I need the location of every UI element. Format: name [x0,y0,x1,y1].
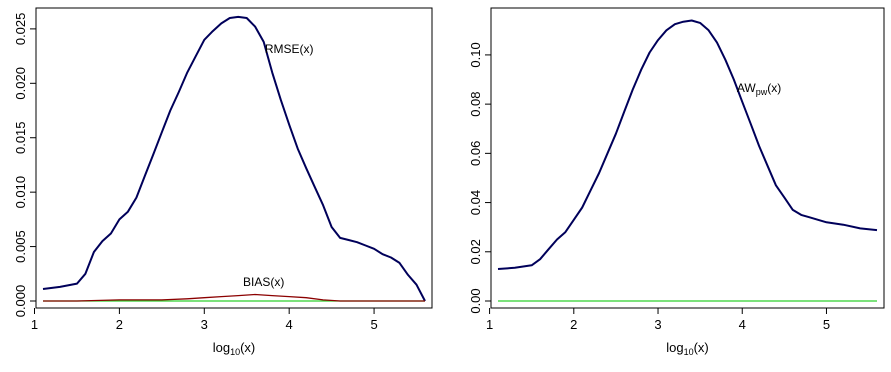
y-tick-label: 0.015 [13,121,28,154]
x-axis-title-base: log [213,340,230,355]
x-tick-label: 4 [739,317,746,332]
rmse-bias-panel: 1 2 3 4 5 0.000 0.005 0.010 0.015 0.020 0.025 log10… [13,7,433,357]
x-tick-label: 3 [654,317,661,332]
plot-frame [35,7,433,309]
x-tick-label: 1 [31,317,38,332]
y-tick-label: 0.005 [13,230,28,263]
x-tick-label: 2 [570,317,577,332]
x-axis-title-arg: (x) [694,340,709,355]
y-tick-label: 0.010 [13,176,28,209]
x-axis-title-subscript: 10 [684,347,694,357]
annotation-arg: (x) [767,81,781,95]
y-tick-label: 0.04 [468,190,483,215]
x-axis-title: log10(x) [666,340,709,357]
x-tick-label: 5 [823,317,830,332]
series-annotation: RMSE(x) [265,42,314,56]
series-line-rmse-x [42,15,426,302]
x-axis-title-subscript: 10 [230,347,240,357]
y-tick-label: 0.08 [468,91,483,116]
y-tick-label: 0.06 [468,141,483,166]
annotation-base: AW [737,81,757,95]
y-tick-label: 0.00 [468,288,483,313]
y-tick-label: 0.020 [13,67,28,100]
series-line-awpw-x [497,19,878,270]
x-tick-label: 3 [201,317,208,332]
x-tick-label: 5 [370,317,377,332]
x-axis-title-arg: (x) [240,340,255,355]
aw-pw-panel: 1 2 3 4 50.000.020.040.060.080.10log10(x)AWp… [468,7,885,357]
series-annotation: BIAS(x) [243,275,284,289]
y-tick-label: 0.000 [13,285,28,318]
x-axis-title: log10(x) [213,340,256,357]
y-tick-label: 0.02 [468,239,483,264]
series-line-bias-x [43,293,425,302]
y-tick-label: 0.025 [13,13,28,46]
x-tick-label: 1 [486,317,493,332]
annotation-subscript: pw [756,87,768,97]
y-tick-label: 0.10 [468,42,483,67]
x-axis-title-base: log [666,340,683,355]
series-annotation: AWpw(x) [737,81,781,97]
x-tick-label: 4 [286,317,293,332]
plot-frame [490,7,885,309]
x-tick-label: 2 [116,317,123,332]
